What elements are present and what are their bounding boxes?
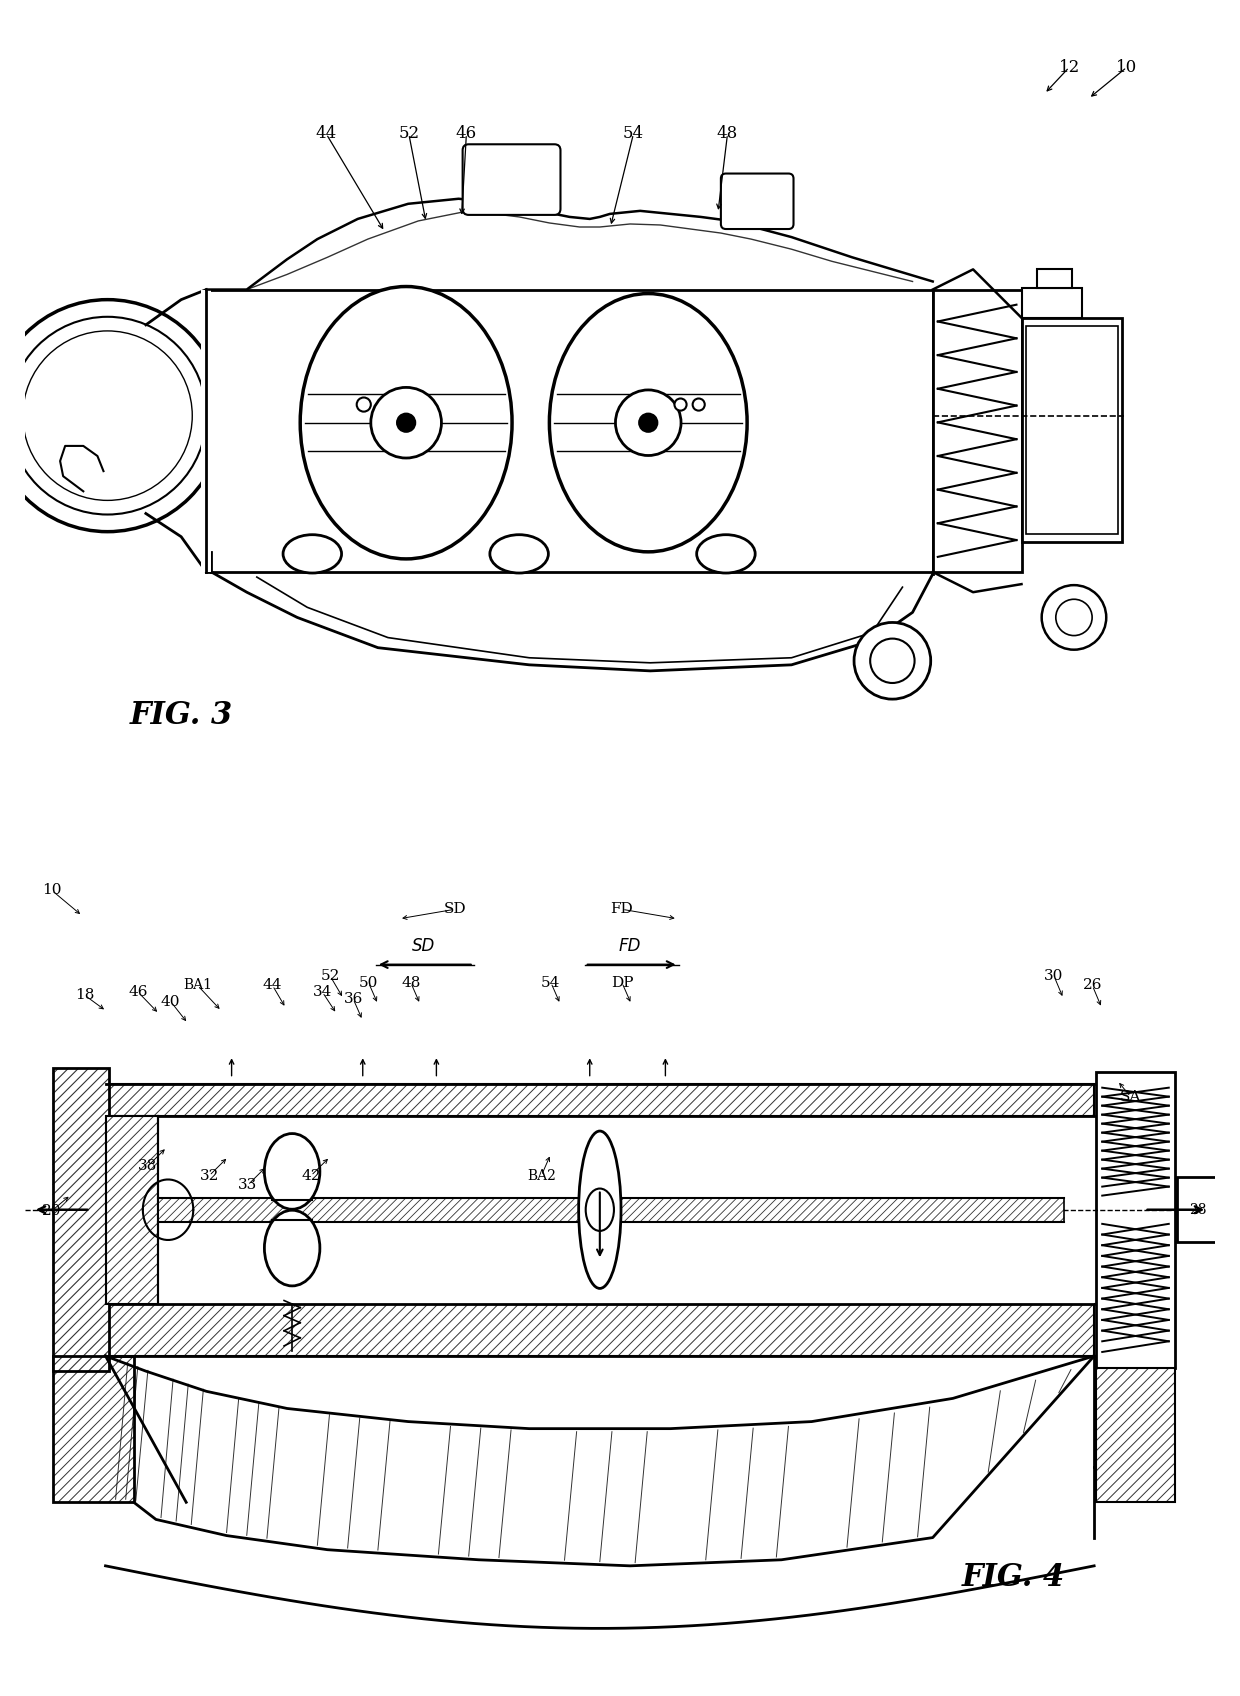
Text: 54: 54 [541, 975, 560, 989]
Bar [201, 290, 212, 572]
Text: 30: 30 [1044, 968, 1064, 984]
Bar [932, 290, 1022, 572]
Bar [1022, 317, 1122, 541]
Text: 40: 40 [161, 994, 181, 1009]
Circle shape [693, 399, 704, 410]
Ellipse shape [490, 534, 548, 573]
FancyBboxPatch shape [463, 144, 560, 215]
Ellipse shape [264, 1133, 320, 1209]
Bar [105, 1116, 157, 1304]
Bar [53, 1357, 134, 1503]
Circle shape [357, 397, 371, 412]
Circle shape [1042, 585, 1106, 650]
Ellipse shape [264, 1211, 320, 1286]
Text: BA1: BA1 [184, 979, 212, 992]
Text: 42: 42 [301, 1169, 321, 1182]
Bar [105, 1084, 1094, 1116]
Bar [1096, 1072, 1174, 1369]
Text: 48: 48 [401, 975, 420, 989]
Circle shape [854, 622, 931, 699]
Text: 52: 52 [320, 968, 340, 984]
Bar [157, 1197, 1064, 1221]
Text: 33: 33 [238, 1179, 257, 1192]
Circle shape [675, 399, 687, 410]
Bar [1022, 288, 1083, 317]
Bar [206, 290, 932, 572]
Ellipse shape [549, 293, 748, 551]
Text: SD: SD [412, 938, 435, 955]
Bar [1177, 1177, 1219, 1241]
Text: 28: 28 [1189, 1202, 1207, 1216]
Text: 44: 44 [263, 979, 283, 992]
Text: SA: SA [1120, 1091, 1141, 1104]
Text: 34: 34 [312, 985, 332, 999]
Bar [1096, 1369, 1174, 1503]
Ellipse shape [697, 534, 755, 573]
Text: 18: 18 [74, 989, 94, 1002]
Ellipse shape [300, 287, 512, 560]
Text: 46: 46 [128, 985, 148, 999]
Text: 26: 26 [1083, 979, 1102, 992]
Ellipse shape [615, 390, 681, 456]
Circle shape [22, 331, 192, 500]
Text: 44: 44 [316, 126, 337, 142]
Text: 46: 46 [456, 126, 477, 142]
Ellipse shape [283, 534, 341, 573]
Bar [105, 1304, 1094, 1357]
Text: BA2: BA2 [527, 1169, 556, 1182]
Text: 48: 48 [717, 126, 738, 142]
Text: 12: 12 [1059, 59, 1080, 76]
Text: 10: 10 [42, 884, 62, 897]
Circle shape [397, 414, 415, 432]
Bar [53, 1068, 109, 1370]
Text: 38: 38 [138, 1160, 157, 1174]
Text: DP: DP [610, 975, 634, 989]
Text: 32: 32 [200, 1169, 218, 1182]
Text: 36: 36 [343, 992, 363, 1006]
FancyBboxPatch shape [720, 173, 794, 229]
Bar [1037, 270, 1071, 288]
Bar [1025, 326, 1118, 534]
Ellipse shape [371, 387, 441, 458]
Text: FIG. 4: FIG. 4 [962, 1562, 1065, 1594]
Text: SD: SD [444, 902, 466, 916]
Bar [105, 1116, 1094, 1304]
Text: FD: FD [619, 938, 641, 955]
Circle shape [870, 639, 915, 683]
Circle shape [0, 300, 223, 531]
Text: FD: FD [610, 902, 634, 916]
Text: 52: 52 [398, 126, 419, 142]
Circle shape [639, 414, 657, 432]
Text: 10: 10 [1116, 59, 1137, 76]
Text: 20: 20 [42, 1204, 62, 1218]
Text: 50: 50 [358, 975, 378, 989]
Text: 54: 54 [622, 126, 644, 142]
Text: FIG. 3: FIG. 3 [129, 700, 233, 731]
Ellipse shape [579, 1131, 621, 1289]
Circle shape [1055, 599, 1092, 636]
Ellipse shape [585, 1189, 614, 1231]
Circle shape [9, 317, 206, 514]
